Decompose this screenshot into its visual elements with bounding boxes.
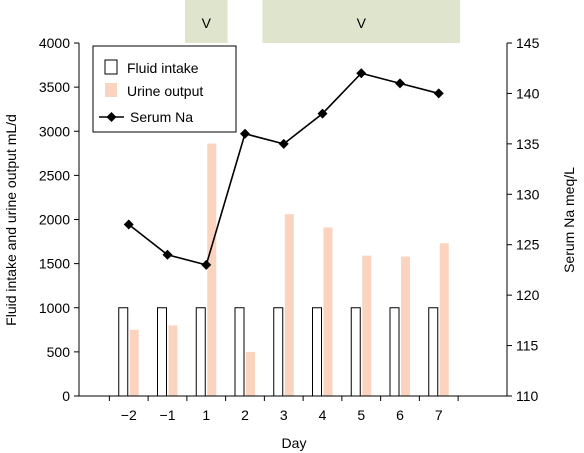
bar-fluid-intake-1: [157, 307, 167, 397]
y2-tick-label: 110: [516, 388, 539, 404]
x-tick-label: 6: [396, 407, 404, 423]
annotation-band-1: [184, 0, 228, 43]
annotation-label-1: V: [202, 15, 212, 31]
marker-serum-na-7: [395, 78, 405, 89]
bar-fluid-intake-2: [195, 307, 206, 397]
y-tick-label: 0: [62, 388, 70, 404]
bar-urine-output-3: [246, 351, 255, 396]
bar-fluid-intake-0: [118, 307, 129, 397]
marker-serum-na-2: [201, 259, 212, 270]
annotation-band-2: [262, 0, 461, 43]
line-layer: [123, 68, 444, 270]
marker-serum-na-8: [433, 88, 444, 99]
bar-layer: [118, 143, 449, 397]
marker-serum-na-1: [162, 249, 173, 260]
bar-urine-output-7: [401, 256, 410, 396]
y2-tick-label: 115: [516, 338, 539, 354]
legend: Fluid intake Urine output Serum Na: [92, 45, 237, 133]
legend-label-serum-na: Serum Na: [130, 109, 193, 125]
x-tick-label: 7: [435, 407, 443, 423]
bar-fluid-intake-4: [273, 307, 284, 397]
annotation-label-2: V: [357, 15, 367, 31]
bar-urine-output-2: [207, 143, 217, 396]
legend-swatch-fluid-intake: [104, 59, 118, 75]
y2-axis-label: Serum Na meq/L: [561, 167, 577, 273]
axes-layer: 0500100015002000250030003500400011011512…: [39, 35, 540, 423]
y2-tick-label: 135: [516, 136, 540, 152]
y-tick-label: 1500: [39, 256, 70, 272]
bar-fluid-intake-3: [234, 307, 245, 397]
bar-urine-output-4: [284, 214, 294, 396]
bar-fluid-intake-8: [428, 307, 439, 397]
bar-urine-output-8: [439, 243, 449, 396]
x-axis-label: Day: [282, 435, 307, 451]
y2-tick-label: 140: [516, 85, 540, 101]
y-tick-label: 3500: [39, 79, 70, 95]
x-tick-label: 1: [202, 407, 210, 423]
y-tick-label: 3000: [39, 123, 70, 139]
bar-fluid-intake-6: [350, 307, 361, 397]
x-tick-label: 3: [280, 407, 288, 423]
x-tick-label: 4: [319, 407, 327, 423]
y-axis-label: Fluid intake and urine output mL/d: [3, 114, 19, 326]
y2-tick-label: 125: [516, 237, 540, 253]
marker-serum-na-3: [240, 128, 250, 139]
bar-fluid-intake-7: [389, 307, 400, 397]
x-tick-label: −1: [160, 407, 176, 423]
y2-tick-label: 130: [516, 186, 540, 202]
bar-fluid-intake-5: [312, 307, 322, 397]
marker-serum-na-0: [123, 219, 134, 230]
x-tick-label: 2: [241, 407, 249, 423]
x-tick-label: −2: [121, 407, 137, 423]
y-tick-label: 1000: [39, 300, 70, 316]
bar-urine-output-0: [129, 329, 139, 396]
marker-serum-na-5: [317, 108, 328, 119]
legend-swatch-urine-output: [105, 83, 117, 97]
x-tick-label: 5: [357, 407, 365, 423]
bar-urine-output-1: [168, 325, 178, 396]
marker-serum-na-6: [356, 68, 367, 79]
legend-label-urine-output: Urine output: [127, 83, 203, 99]
bar-urine-output-6: [362, 255, 372, 396]
y-tick-label: 4000: [39, 35, 70, 51]
y-tick-label: 2500: [39, 167, 70, 183]
bar-urine-output-5: [323, 227, 333, 396]
y-tick-label: 500: [47, 344, 71, 360]
y2-tick-label: 145: [516, 35, 540, 51]
y-tick-label: 2000: [39, 212, 70, 228]
legend-label-fluid-intake: Fluid intake: [127, 60, 199, 76]
marker-serum-na-4: [278, 138, 289, 149]
legend-swatch-serum-na-marker: [106, 112, 117, 122]
y2-tick-label: 120: [516, 287, 540, 303]
